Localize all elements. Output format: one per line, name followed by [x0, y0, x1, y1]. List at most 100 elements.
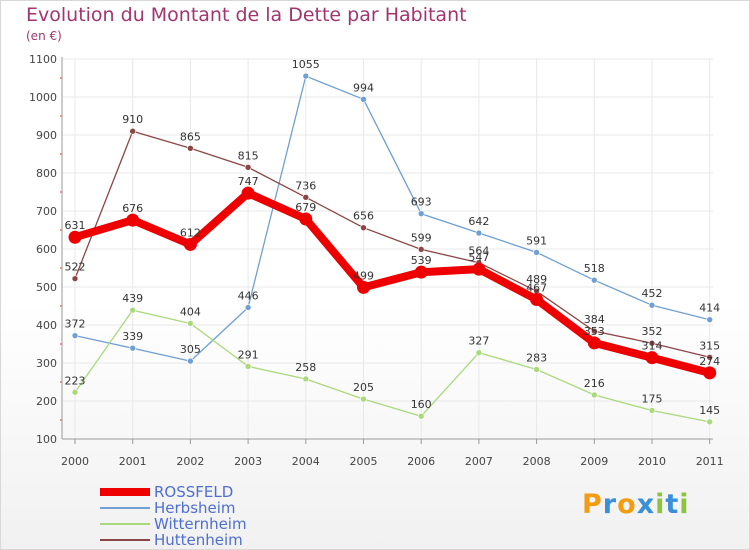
data-point: [68, 230, 82, 244]
data-point: [183, 237, 197, 251]
series-huttenheim: [71, 127, 714, 361]
data-label: 599: [411, 231, 432, 244]
data-label: 693: [411, 196, 432, 209]
series-lines: [68, 72, 717, 426]
data-label: 258: [295, 361, 316, 374]
data-point: [706, 353, 714, 361]
y-tick-label: 1100: [29, 53, 57, 66]
data-labels: 631 676 612 747 679 499 539 547 467 353 314 274 372 3…: [65, 58, 721, 417]
data-point: [241, 186, 255, 200]
data-point: [187, 320, 194, 327]
data-point: [360, 95, 367, 103]
data-point: [706, 316, 714, 323]
x-tick-label: 2005: [350, 455, 378, 468]
data-label: 315: [699, 339, 720, 352]
data-label: 404: [180, 305, 201, 318]
data-point: [475, 229, 483, 237]
data-point: [71, 388, 79, 396]
legend-swatch: [100, 507, 150, 509]
data-point: [530, 293, 544, 307]
proxiti-logo: Proxiti: [582, 489, 690, 520]
data-point: [703, 366, 717, 380]
logo-letter: t: [665, 489, 680, 520]
data-point: [590, 391, 598, 399]
data-point: [648, 407, 656, 414]
legend-swatch: [100, 539, 150, 541]
data-point: [645, 351, 659, 365]
logo-letter: i: [679, 489, 690, 520]
data-point: [417, 210, 425, 217]
x-tick-label: 2001: [119, 455, 147, 468]
data-label: 499: [353, 269, 374, 282]
data-point: [706, 418, 714, 426]
data-point: [357, 280, 370, 294]
data-label: 372: [65, 318, 86, 331]
legend-swatch: [100, 488, 150, 496]
data-point: [302, 194, 310, 201]
x-tick-label: 2009: [580, 455, 608, 468]
data-point: [187, 357, 194, 365]
data-label: 539: [411, 254, 432, 267]
legend-label: Herbsheim: [154, 499, 236, 517]
data-label: 591: [526, 234, 547, 247]
data-label: 656: [353, 210, 374, 223]
data-label: 518: [584, 262, 605, 275]
x-tick-label: 2004: [292, 455, 320, 468]
y-tick-label: 300: [36, 357, 57, 370]
data-label: 522: [65, 261, 86, 274]
data-label: 547: [468, 251, 489, 264]
x-tick-label: 2007: [465, 455, 493, 468]
data-point: [360, 395, 367, 403]
data-label: 305: [180, 343, 201, 356]
y-tick-label: 800: [36, 167, 57, 180]
y-tick-label: 600: [36, 243, 57, 256]
x-tick-label: 2011: [696, 455, 724, 468]
y-tick-label: 1000: [29, 91, 57, 104]
data-point: [414, 265, 428, 279]
data-label: 679: [295, 201, 316, 214]
legend-swatch: [100, 523, 150, 525]
data-point: [129, 344, 136, 352]
data-label: 994: [353, 81, 374, 94]
data-label: 631: [65, 219, 86, 232]
data-point: [590, 276, 598, 284]
data-label: 1055: [292, 58, 320, 71]
data-label: 467: [526, 282, 547, 295]
data-label: 815: [238, 149, 259, 162]
data-point: [244, 304, 252, 311]
data-point: [648, 339, 656, 347]
data-label: 216: [584, 377, 605, 390]
data-label: 352: [642, 325, 663, 338]
data-label: 291: [238, 348, 259, 361]
data-label: 439: [122, 292, 143, 305]
x-tick-label: 2008: [523, 455, 551, 468]
logo-letter: x: [636, 489, 656, 520]
series-rossfeld: [68, 186, 717, 380]
data-label: 384: [584, 313, 605, 326]
data-point: [533, 366, 540, 373]
chart-subtitle: (en €): [26, 29, 62, 43]
series-herbsheim: [71, 72, 714, 365]
data-label: 145: [699, 404, 720, 417]
data-label: 452: [642, 287, 663, 300]
legend-label: Huttenheim: [154, 531, 243, 549]
data-point: [71, 332, 79, 339]
data-point: [590, 327, 598, 335]
y-tick-label: 700: [36, 205, 57, 218]
data-point: [187, 145, 194, 152]
data-label: 274: [699, 355, 720, 368]
logo-letter: i: [655, 489, 666, 520]
data-label: 642: [468, 215, 489, 228]
data-point: [299, 212, 313, 226]
y-tick-label: 400: [36, 319, 57, 332]
data-label: 612: [180, 226, 201, 239]
y-tick-label: 500: [36, 281, 57, 294]
data-label: 736: [295, 179, 316, 192]
data-label: 676: [122, 202, 143, 215]
data-point: [417, 246, 425, 253]
legend-label: ROSSFELD: [154, 483, 234, 501]
data-label: 160: [411, 398, 432, 411]
grid-lines: [62, 58, 713, 440]
